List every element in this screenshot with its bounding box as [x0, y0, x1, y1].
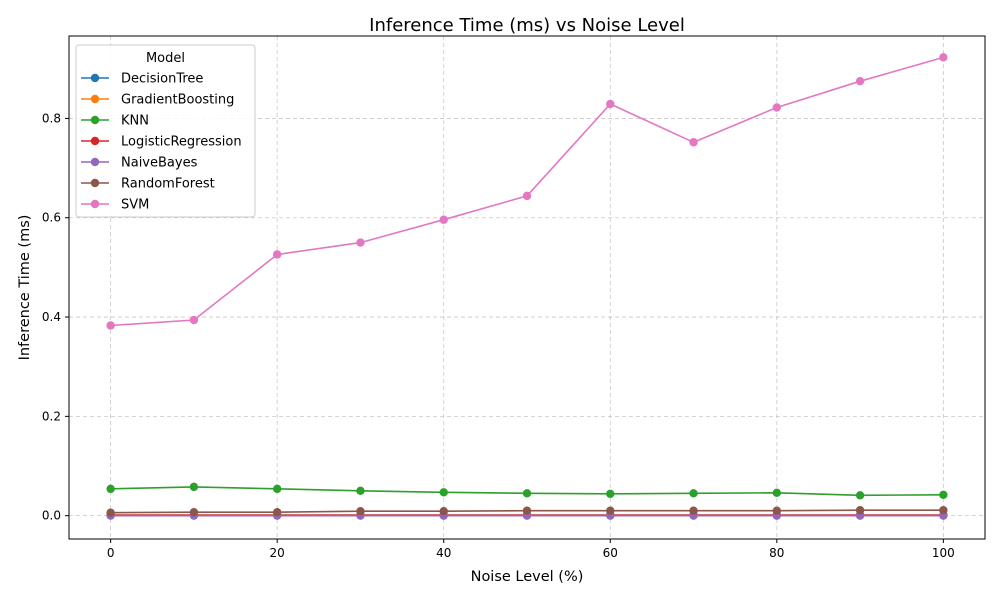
- y-axis-label: Inference Time (ms): [17, 215, 33, 361]
- series-randomforest: [106, 506, 948, 517]
- x-tick-label: 60: [603, 546, 618, 560]
- x-tick-label: 0: [107, 546, 115, 560]
- data-point-knn: [606, 489, 615, 499]
- legend-label: DecisionTree: [121, 72, 203, 87]
- data-point-knn: [522, 489, 532, 498]
- legend-title: Model: [146, 51, 185, 66]
- data-point-randomforest: [606, 506, 615, 515]
- data-point-svm: [439, 215, 448, 224]
- series-layer: [106, 53, 948, 520]
- data-point-svm: [606, 99, 615, 109]
- data-point-knn: [272, 484, 282, 494]
- legend-label: NaiveBayes: [121, 156, 198, 171]
- plot-frame: [68, 35, 986, 540]
- data-point-knn: [356, 486, 365, 496]
- legend: Model DecisionTree GradientBoosting KNN Log…: [75, 44, 256, 218]
- data-point-randomforest: [855, 506, 865, 515]
- legend-entry-gradientboosting: GradientBoosting: [81, 93, 234, 108]
- data-point-randomforest: [522, 506, 532, 515]
- data-point-knn: [689, 489, 698, 498]
- x-tick-label: 20: [270, 546, 285, 560]
- y-tick-label: 0.6: [42, 211, 61, 225]
- legend-marker: [90, 94, 100, 104]
- legend-marker: [90, 199, 100, 209]
- legend-entry-svm: SVM: [81, 198, 149, 213]
- data-point-randomforest: [356, 506, 365, 516]
- legend-label: KNN: [121, 114, 149, 129]
- legend-entries: DecisionTree GradientBoosting KNN LogisticR…: [81, 72, 242, 213]
- data-point-svm: [772, 103, 782, 112]
- legend-entry-knn: KNN: [81, 114, 149, 129]
- series-knn: [106, 482, 948, 500]
- legend-label: GradientBoosting: [121, 93, 234, 108]
- y-tick-label: 0.8: [42, 111, 61, 125]
- data-point-svm: [272, 250, 282, 259]
- chart-title: Inference Time (ms) vs Noise Level: [369, 15, 685, 36]
- y-tick-label: 0.2: [42, 409, 61, 423]
- x-tick-label: 40: [436, 546, 451, 560]
- data-point-svm: [522, 191, 532, 201]
- data-point-randomforest: [689, 506, 698, 515]
- data-point-randomforest: [106, 508, 115, 517]
- data-point-svm: [106, 321, 115, 330]
- data-point-randomforest: [939, 506, 948, 515]
- y-tick-label: 0.0: [42, 509, 61, 523]
- legend-entry-naivebayes: NaiveBayes: [81, 156, 198, 171]
- data-point-knn: [855, 491, 865, 500]
- x-axis-ticks: 0 20 40 60 80 100: [107, 539, 955, 560]
- legend-box: [75, 44, 256, 218]
- legend-label: RandomForest: [121, 177, 215, 192]
- data-point-svm: [855, 76, 865, 86]
- legend-label: SVM: [121, 198, 149, 213]
- legend-marker: [90, 178, 100, 188]
- legend-label: LogisticRegression: [121, 135, 242, 150]
- data-point-randomforest: [772, 506, 782, 515]
- data-point-svm: [689, 138, 698, 147]
- legend-marker: [90, 115, 100, 125]
- data-point-knn: [106, 484, 115, 494]
- data-point-randomforest: [272, 507, 282, 517]
- x-tick-label: 80: [769, 546, 784, 560]
- series-svm: [106, 53, 948, 330]
- y-axis-ticks: 0.0 0.2 0.4 0.6 0.8: [42, 111, 69, 523]
- data-point-randomforest: [439, 506, 448, 516]
- legend-entry-logisticregression: LogisticRegression: [81, 135, 242, 150]
- data-point-svm: [356, 238, 365, 247]
- legend-marker: [90, 73, 100, 83]
- legend-entry-decisiontree: DecisionTree: [81, 72, 203, 87]
- data-point-knn: [939, 490, 948, 500]
- data-point-svm: [939, 53, 948, 62]
- x-tick-label: 100: [932, 546, 955, 560]
- data-point-knn: [189, 482, 199, 492]
- data-point-knn: [439, 488, 448, 497]
- x-axis-label: Noise Level (%): [471, 569, 584, 585]
- legend-entry-randomforest: RandomForest: [81, 177, 215, 192]
- data-point-knn: [772, 488, 782, 498]
- y-tick-label: 0.4: [42, 310, 61, 324]
- data-point-randomforest: [189, 507, 199, 517]
- legend-marker: [90, 157, 100, 167]
- data-point-svm: [189, 315, 199, 325]
- legend-marker: [90, 136, 100, 146]
